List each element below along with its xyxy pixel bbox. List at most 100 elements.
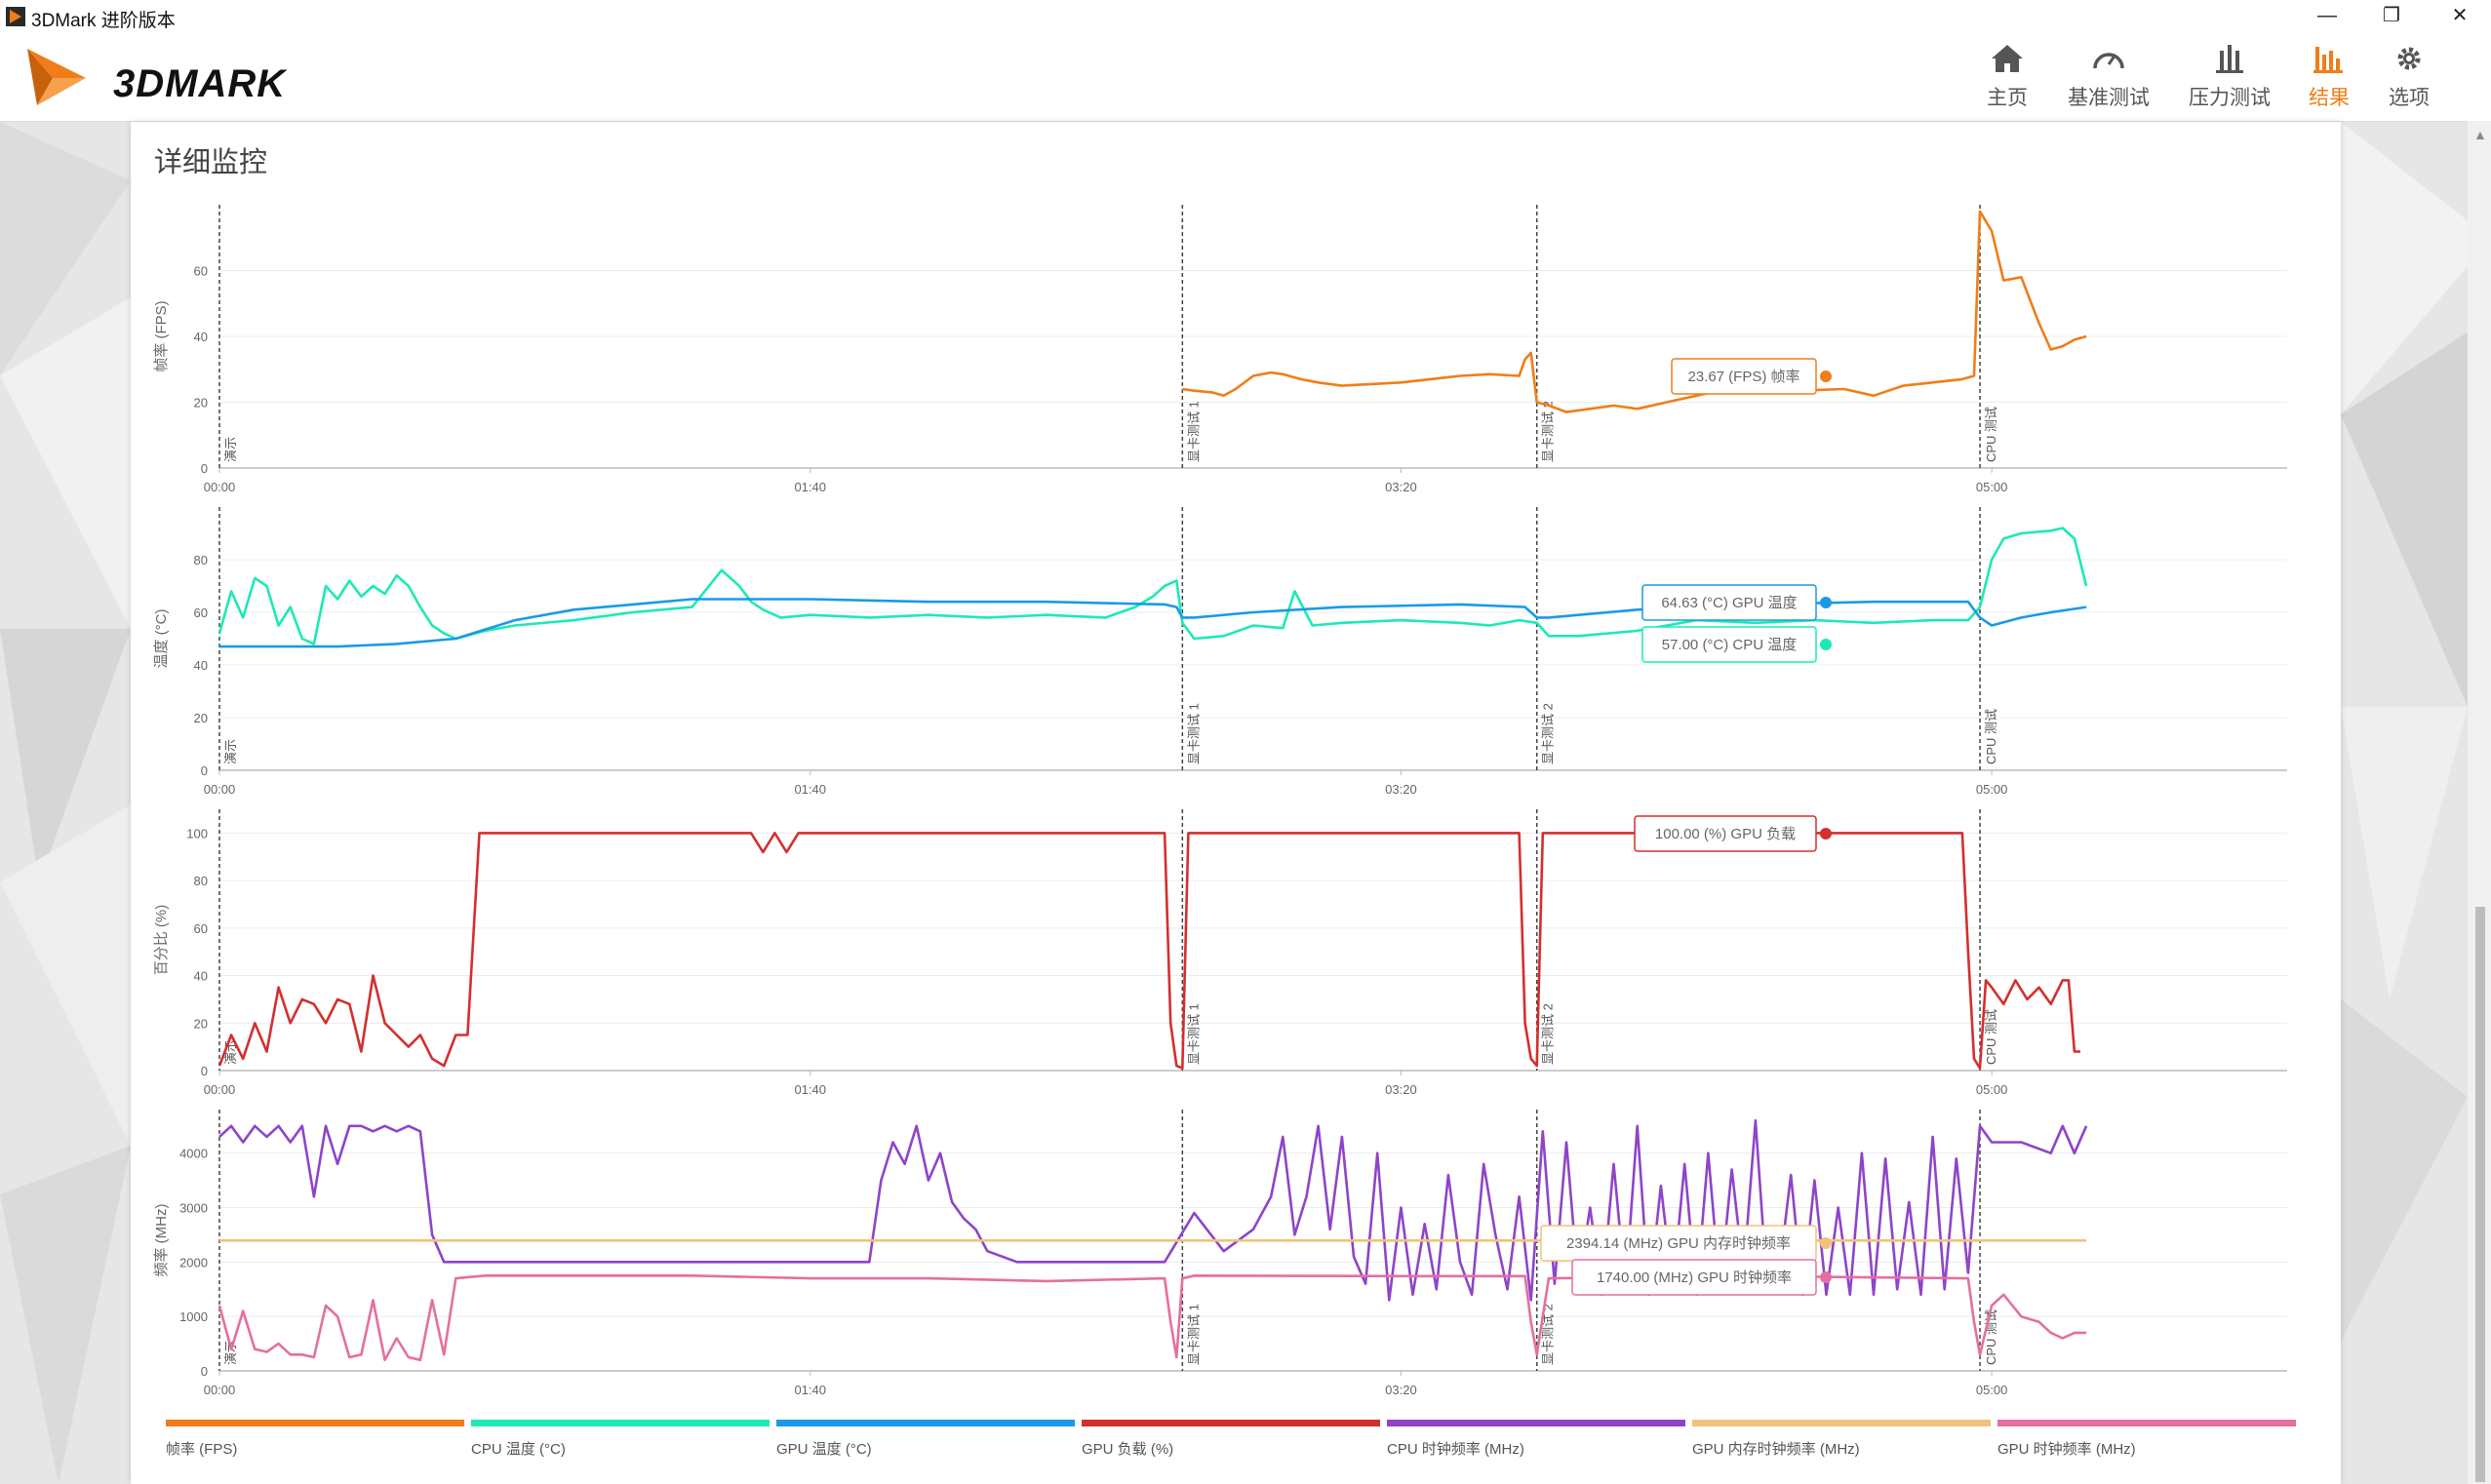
x-tick-label: 01:40 [794,1383,826,1397]
stress-bars-icon [2216,45,2243,73]
nav-benchmarks-label: 基准测试 [2068,87,2150,109]
test-marker-label: 显卡测试 1 [1186,1304,1201,1365]
tooltip-text: 1740.00 (MHz) GPU 时钟频率 [1597,1269,1792,1286]
app-header: 3DMARK 主页 基准测试 压力测试 结果 [0,33,2491,122]
gear-icon [2397,47,2421,70]
3dmark-logo-mark-icon [27,49,86,105]
x-tick-label: 00:00 [204,1383,236,1397]
test-marker-label: 显卡测试 2 [1541,401,1556,462]
nav-home[interactable]: 主页 [1980,41,2035,119]
tooltip-box [1641,584,1817,621]
legend-item-gpu-mem-clock[interactable]: GPU 内存时钟频率 (MHz) [1692,1420,1991,1459]
y-tick-label: 1000 [179,1309,208,1324]
tooltip-text: 23.67 (FPS) 帧率 [1687,369,1799,385]
nav-stress-tests[interactable]: 压力测试 [2183,41,2276,119]
x-tick-label: 00:00 [204,480,236,494]
nav-results-label: 结果 [2309,87,2350,109]
tooltip-point [1820,639,1832,650]
y-tick-label: 20 [194,711,208,725]
tooltip-box [1671,358,1817,395]
legend-label: GPU 内存时钟频率 (MHz) [1692,1441,1860,1458]
y-tick-label: 2000 [179,1255,208,1269]
y-tick-label: 3000 [179,1201,208,1216]
x-tick-label: 01:40 [794,782,826,797]
test-marker-label: CPU 测试 [1984,1009,1998,1065]
tooltip-text: 100.00 (%) GPU 负载 [1655,826,1796,842]
nav-options-label: 选项 [2389,87,2430,109]
series-line [1182,210,2087,413]
legend-item-gpu-temp[interactable]: GPU 温度 (°C) [776,1420,1075,1459]
legend-label: 帧率 (FPS) [166,1441,238,1458]
y-tick-label: 60 [194,921,208,936]
y-axis-label: 频率 (MHz) [153,1204,170,1277]
legend-item-cpu-temp[interactable]: CPU 温度 (°C) [471,1420,770,1459]
nav-stress-tests-label: 压力测试 [2189,87,2271,109]
y-axis-label: 帧率 (FPS) [153,300,170,371]
detail-monitoring-card: 详细监控 [131,122,2341,1484]
test-marker-label: 显卡测试 1 [1186,703,1201,764]
legend-swatch [776,1420,1075,1426]
legend-swatch [471,1420,770,1426]
x-tick-label: 03:20 [1385,480,1417,494]
tooltip-point [1820,371,1832,382]
y-tick-label: 4000 [179,1147,208,1161]
legend-item-fps[interactable]: 帧率 (FPS) [166,1420,464,1459]
y-tick-label: 80 [194,553,208,567]
series-line [217,527,2088,645]
y-tick-label: 60 [194,264,208,279]
legend-item-cpu-clock[interactable]: CPU 时钟频率 (MHz) [1387,1420,1685,1459]
chart-legend: 帧率 (FPS) CPU 温度 (°C) GPU 温度 (°C) GPU 负载 … [166,1420,2312,1478]
nav-benchmarks[interactable]: 基准测试 [2060,41,2157,119]
y-tick-label: 0 [201,461,208,476]
y-tick-label: 80 [194,874,208,888]
test-marker-label: 显卡测试 2 [1541,1003,1556,1065]
tooltip-point [1820,828,1832,840]
y-tick-label: 20 [194,1016,208,1031]
nav-options[interactable]: 选项 [2382,41,2436,119]
window-titlebar: 3DMark 进阶版本 — ❐ ✕ [0,0,2491,33]
legend-label: GPU 时钟频率 (MHz) [1997,1441,2136,1458]
series-line [218,1118,2088,1302]
tooltip-box [1641,626,1817,663]
legend-item-gpu-clock[interactable]: GPU 时钟频率 (MHz) [1997,1420,2296,1459]
maximize-button[interactable]: ❐ [2383,5,2400,26]
chart-panel-3: 0 1000 2000 3000 4000 频率 (MHz) 00:00 01:40 03:20… [153,1110,2287,1397]
gauge-icon [2093,53,2124,69]
nav-results[interactable]: 结果 [2302,41,2356,119]
test-marker-label: 显卡测试 2 [1541,703,1556,764]
legend-swatch [1082,1420,1380,1426]
tooltip-point [1820,1271,1832,1283]
scroll-up-arrow-icon[interactable]: ▲ [2473,127,2487,142]
tooltip-text: 64.63 (°C) GPU 温度 [1661,595,1797,611]
y-tick-label: 0 [201,763,208,778]
legend-label: CPU 温度 (°C) [471,1441,566,1458]
test-marker-label: 显卡测试 2 [1541,1304,1556,1365]
3dmark-logo[interactable]: 3DMARK [23,41,326,109]
x-tick-label: 01:40 [794,1082,826,1097]
x-tick-label: 01:40 [794,480,826,494]
x-tick-label: 03:20 [1385,782,1417,797]
legend-swatch [1692,1420,1991,1426]
x-tick-label: 05:00 [1976,782,2008,797]
x-tick-label: 03:20 [1385,1383,1417,1397]
tooltip-point [1820,1237,1832,1249]
legend-label: CPU 时钟频率 (MHz) [1387,1441,1524,1458]
results-bars-icon [2313,47,2343,73]
scrollbar-thumb[interactable] [2475,907,2485,1482]
minimize-button[interactable]: — [2317,5,2337,26]
legend-swatch [1387,1420,1685,1426]
legend-item-gpu-load[interactable]: GPU 负载 (%) [1082,1420,1380,1459]
window-title: 3DMark 进阶版本 [31,11,176,31]
home-icon [1992,45,2023,72]
close-button[interactable]: ✕ [2451,5,2469,26]
test-marker-label: 显卡测试 1 [1186,401,1201,462]
card-title: 详细监控 [154,147,268,178]
x-tick-label: 03:20 [1385,1082,1417,1097]
x-tick-label: 05:00 [1976,1383,2008,1397]
series-line [217,832,2080,1070]
test-marker-label: 演示 [223,1340,238,1365]
test-marker-label: 演示 [223,739,238,764]
y-tick-label: 20 [194,396,208,410]
